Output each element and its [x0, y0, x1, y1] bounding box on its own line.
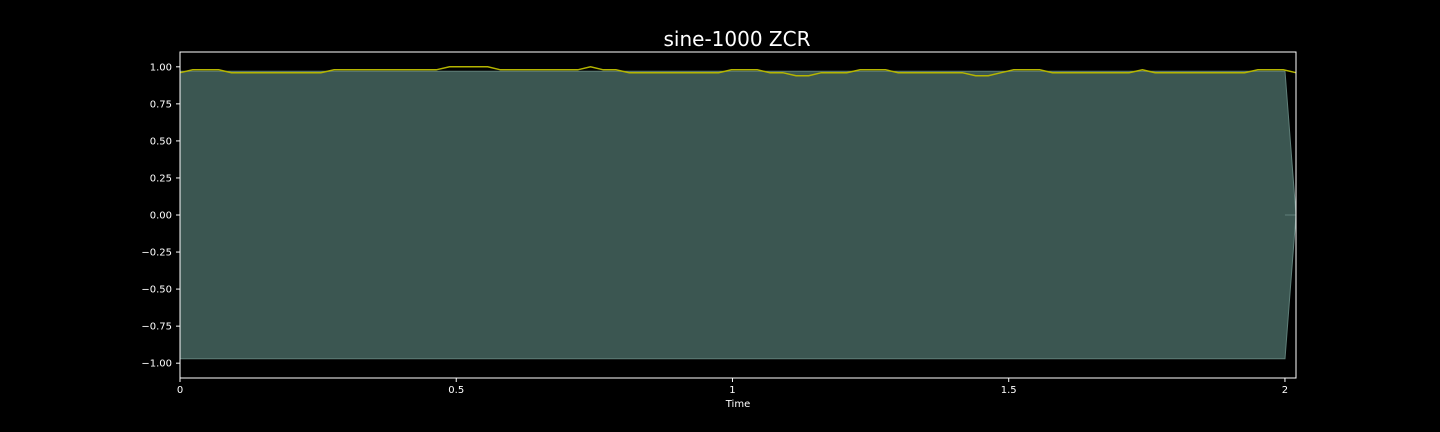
x-tick-label: 0.5 [448, 385, 464, 396]
x-tick-label: 2 [1282, 385, 1288, 396]
y-tick-label: 0.00 [150, 211, 172, 222]
y-tick-label: 0.25 [150, 173, 172, 184]
plot-area [179, 66, 1297, 360]
y-tick-label: −0.50 [141, 285, 172, 296]
zcr-line [179, 66, 1297, 77]
x-axis: 0 0.5 1 1.5 2 [177, 378, 1288, 396]
y-tick-label: 0.50 [150, 136, 172, 147]
y-axis: 1.00 0.75 0.50 0.25 0.00 −0.25 −0.50 −0.75 −1.00 [141, 62, 180, 370]
x-axis-label: Time [725, 399, 750, 410]
y-tick-label: −0.75 [141, 322, 172, 333]
y-tick-label: 1.00 [150, 62, 172, 73]
x-tick-label: 0 [177, 385, 183, 396]
x-tick-label: 1 [729, 385, 735, 396]
y-tick-label: −0.25 [141, 248, 172, 259]
x-tick-label: 1.5 [1001, 385, 1017, 396]
y-tick-label: 0.75 [150, 99, 172, 110]
waveform-area [179, 70, 1297, 360]
y-tick-label: −1.00 [141, 359, 172, 370]
chart-title: sine-1000 ZCR [664, 27, 811, 51]
